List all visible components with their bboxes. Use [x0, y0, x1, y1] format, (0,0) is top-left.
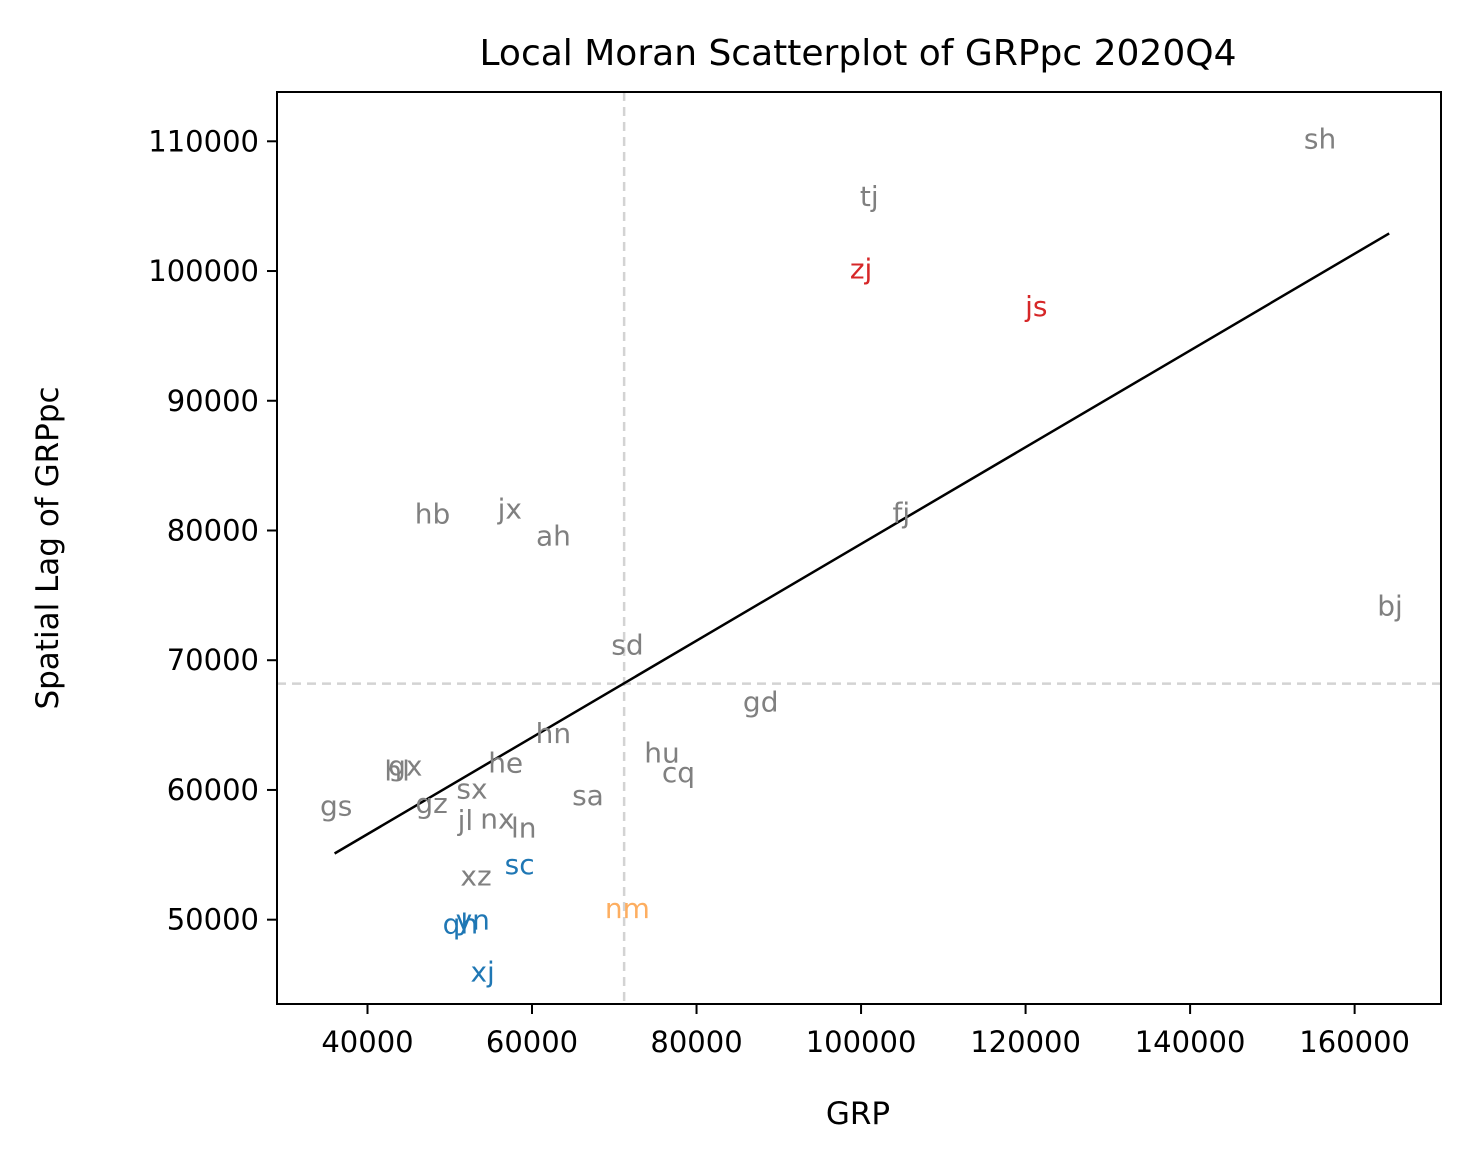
y-tick-label: 70000: [167, 643, 259, 677]
axes: 40000 60000 80000 100000 120000 140000 160000 5…: [148, 124, 1410, 1059]
point-label-sx: sx: [456, 773, 487, 806]
point-label-hn: hn: [536, 717, 572, 750]
point-label-sc: sc: [505, 848, 535, 881]
point-label-sh: sh: [1304, 123, 1336, 156]
y-tick-label: 80000: [167, 513, 259, 547]
x-tick-label: 140000: [1135, 1025, 1246, 1059]
y-tick-label: 60000: [167, 773, 259, 807]
point-label-bj: bj: [1377, 590, 1403, 623]
point-label-hu: hu: [644, 736, 680, 769]
point-label-gs: gs: [320, 790, 352, 823]
x-tick-label: 40000: [321, 1025, 413, 1059]
x-axis-label: GRP: [826, 1096, 890, 1132]
fit-line: [333, 232, 1390, 855]
point-label-ah: ah: [536, 520, 571, 553]
point-label-jx: jx: [497, 492, 522, 525]
y-axis-label: Spatial Lag of GRPpc: [30, 386, 66, 709]
point-label-yn: yn: [456, 904, 490, 937]
point-label-gd: gd: [743, 686, 779, 719]
point-label-fj: fj: [893, 496, 911, 529]
point-label-he: he: [488, 747, 523, 780]
x-tick-label: 120000: [970, 1025, 1081, 1059]
point-label-tj: tj: [860, 180, 879, 213]
point-label-cq: cq: [662, 756, 695, 789]
point-label-jl: jl: [457, 804, 474, 837]
point-label-sa: sa: [572, 779, 604, 812]
point-label-gz: gz: [415, 787, 447, 820]
x-tick-label: 80000: [650, 1025, 742, 1059]
point-label-nm: nm: [605, 892, 650, 925]
point-label-ln: ln: [511, 812, 537, 845]
point-label-js: js: [1024, 290, 1047, 323]
point-label-nx: nx: [480, 802, 514, 835]
point-label-hb: hb: [415, 498, 451, 531]
point-label-hl: hl: [384, 754, 410, 787]
x-tick-label: 100000: [806, 1025, 917, 1059]
x-tick-label: 60000: [486, 1025, 578, 1059]
chart-title: Local Moran Scatterplot of GRPpc 2020Q4: [480, 33, 1237, 74]
y-tick-label: 50000: [167, 903, 259, 937]
plot-frame: [276, 91, 1442, 1005]
y-tick-label: 110000: [148, 124, 259, 158]
point-label-gx: gx: [388, 749, 422, 782]
point-label-xj: xj: [470, 956, 494, 989]
point-label-sd: sd: [611, 629, 643, 662]
point-label-xz: xz: [460, 860, 491, 893]
point-label-qh: qh: [443, 908, 479, 941]
y-tick-label: 90000: [167, 384, 259, 418]
x-tick-label: 160000: [1299, 1025, 1410, 1059]
point-label-zj: zj: [850, 252, 872, 285]
y-tick-label: 100000: [148, 254, 259, 288]
